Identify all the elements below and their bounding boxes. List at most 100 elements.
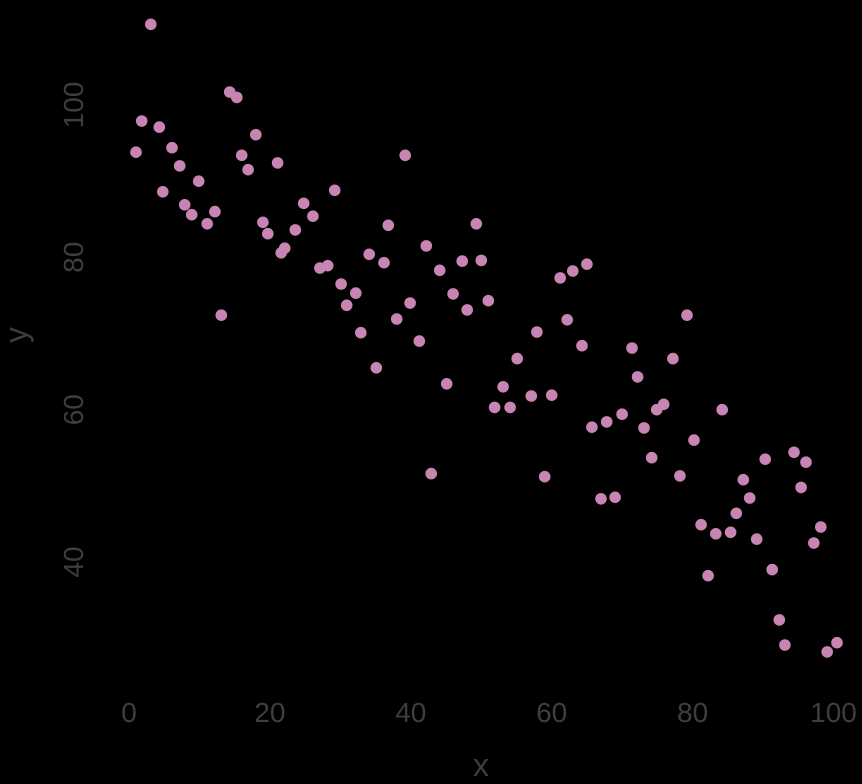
data-point: [815, 521, 827, 533]
data-point: [328, 184, 341, 197]
data-point: [440, 378, 453, 390]
data-point: [561, 314, 573, 326]
data-point: [681, 309, 693, 322]
data-point: [350, 287, 362, 299]
data-point: [461, 304, 474, 316]
data-point: [145, 18, 157, 31]
data-point: [609, 491, 621, 504]
data-point: [192, 175, 205, 187]
data-point: [688, 434, 700, 446]
x-tick-label: 0: [121, 697, 137, 728]
data-point: [504, 401, 516, 414]
data-point: [710, 528, 722, 540]
data-point: [262, 227, 274, 240]
data-point: [242, 163, 254, 176]
data-point: [667, 352, 679, 365]
data-point: [231, 91, 243, 104]
data-point: [779, 639, 791, 651]
data-point: [650, 403, 663, 416]
x-tick-label: 80: [677, 697, 708, 728]
y-tick-label: 40: [58, 546, 89, 577]
y-tick-label: 80: [58, 242, 89, 273]
data-point: [178, 199, 191, 211]
x-tick-label: 20: [254, 697, 285, 728]
data-point: [135, 115, 148, 127]
data-point: [724, 526, 737, 539]
data-point: [363, 248, 376, 261]
data-point: [600, 416, 613, 428]
data-point: [390, 313, 403, 325]
data-point: [581, 258, 593, 271]
data-point: [153, 121, 166, 133]
data-point: [209, 205, 221, 218]
data-point: [399, 149, 412, 162]
data-point: [766, 563, 778, 576]
x-tick-label: 40: [395, 697, 426, 728]
data-point: [831, 636, 843, 649]
points-layer: [130, 18, 843, 658]
data-point: [185, 208, 198, 221]
data-point: [425, 467, 438, 480]
data-point: [759, 453, 771, 466]
data-point: [370, 362, 383, 374]
y-tick-label: 60: [58, 394, 89, 425]
data-point: [567, 265, 579, 277]
data-point: [482, 294, 495, 307]
data-point: [470, 218, 483, 230]
data-point: [511, 352, 523, 365]
data-point: [456, 255, 469, 267]
data-point: [447, 288, 459, 300]
data-point: [250, 128, 262, 141]
data-point: [800, 456, 812, 469]
data-point: [525, 390, 538, 402]
data-point: [275, 247, 288, 259]
data-point: [235, 149, 248, 162]
data-point: [773, 614, 786, 626]
data-point: [702, 569, 714, 582]
data-point: [586, 421, 598, 434]
data-point: [173, 160, 186, 172]
data-point: [130, 146, 142, 158]
data-point: [626, 342, 638, 354]
data-point: [595, 493, 607, 505]
data-point: [538, 470, 551, 483]
data-point: [340, 299, 353, 312]
data-point: [616, 408, 628, 421]
data-point: [289, 224, 302, 236]
data-point: [321, 259, 334, 272]
data-point: [335, 278, 347, 290]
data-point: [716, 403, 728, 416]
data-point: [795, 481, 807, 494]
x-axis-title: x: [473, 747, 489, 783]
data-point: [404, 297, 416, 309]
data-point: [433, 264, 446, 277]
data-point: [750, 533, 763, 545]
data-point: [737, 473, 750, 486]
data-point: [475, 254, 488, 267]
x-axis: 0 20 40 60 80 100: [121, 697, 857, 728]
data-point: [808, 537, 820, 549]
data-point: [743, 492, 756, 504]
data-point: [257, 216, 269, 229]
x-tick-label: 100: [810, 697, 857, 728]
data-point: [413, 335, 426, 347]
data-point: [674, 470, 686, 482]
data-point: [215, 309, 228, 322]
data-point: [201, 218, 213, 230]
data-point: [576, 339, 588, 352]
data-point: [497, 381, 509, 393]
data-point: [788, 446, 800, 459]
y-axis-title: y: [0, 327, 34, 343]
data-point: [420, 240, 433, 252]
data-point: [157, 186, 169, 198]
data-point: [355, 326, 367, 339]
data-point: [297, 197, 310, 210]
data-point: [382, 219, 395, 232]
data-point: [554, 272, 566, 284]
x-tick-label: 60: [536, 697, 567, 728]
data-point: [631, 371, 644, 383]
data-point: [488, 401, 501, 414]
data-point: [307, 210, 319, 222]
